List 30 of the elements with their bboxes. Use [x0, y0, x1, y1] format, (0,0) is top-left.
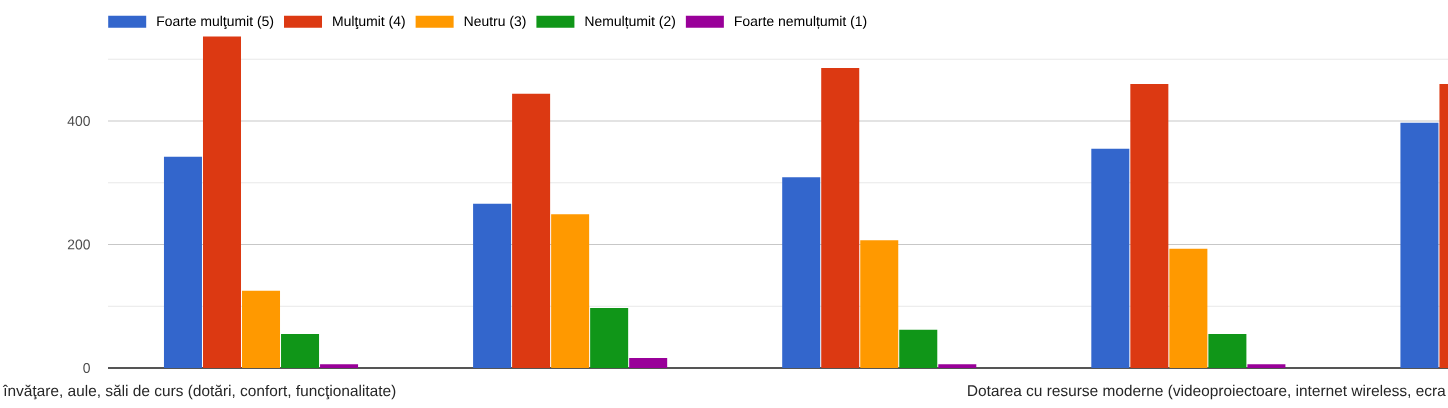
legend-label: Nemulțumit (2) — [585, 15, 675, 29]
legend-label: Mulţumit (4) — [333, 15, 405, 29]
y-tick-label: 0 — [83, 363, 90, 373]
bar — [782, 177, 821, 368]
bar — [242, 290, 281, 368]
bar — [629, 358, 668, 368]
bar — [1169, 248, 1208, 368]
bar — [1130, 83, 1169, 368]
bar — [860, 240, 899, 368]
legend-label: Foarte nemulțumit (1) — [735, 15, 867, 29]
legend-label: Foarte mulţumit (5) — [157, 15, 274, 29]
bar — [163, 156, 202, 368]
bar — [938, 364, 977, 368]
legend-label: Neutru (3) — [464, 15, 526, 29]
x-tick-label: Dotarea cu resurse moderne (videoproiectoare, internet wireless, ecra — [968, 384, 1446, 400]
bar — [281, 334, 320, 368]
y-tick-label: 400 — [67, 116, 90, 126]
bar — [473, 203, 512, 368]
bar — [590, 308, 629, 368]
bar — [899, 329, 938, 368]
bar — [1208, 334, 1247, 368]
x-tick-label: învăţare, aule, săli de curs (dotări, confort, funcţionalitate) — [2, 384, 396, 400]
bar — [821, 67, 860, 368]
bar — [1247, 364, 1286, 368]
bar — [1091, 148, 1130, 368]
bar — [512, 93, 551, 368]
y-tick-label: 200 — [67, 239, 90, 250]
bar — [320, 364, 359, 368]
bar — [202, 36, 241, 368]
bar — [551, 214, 590, 368]
